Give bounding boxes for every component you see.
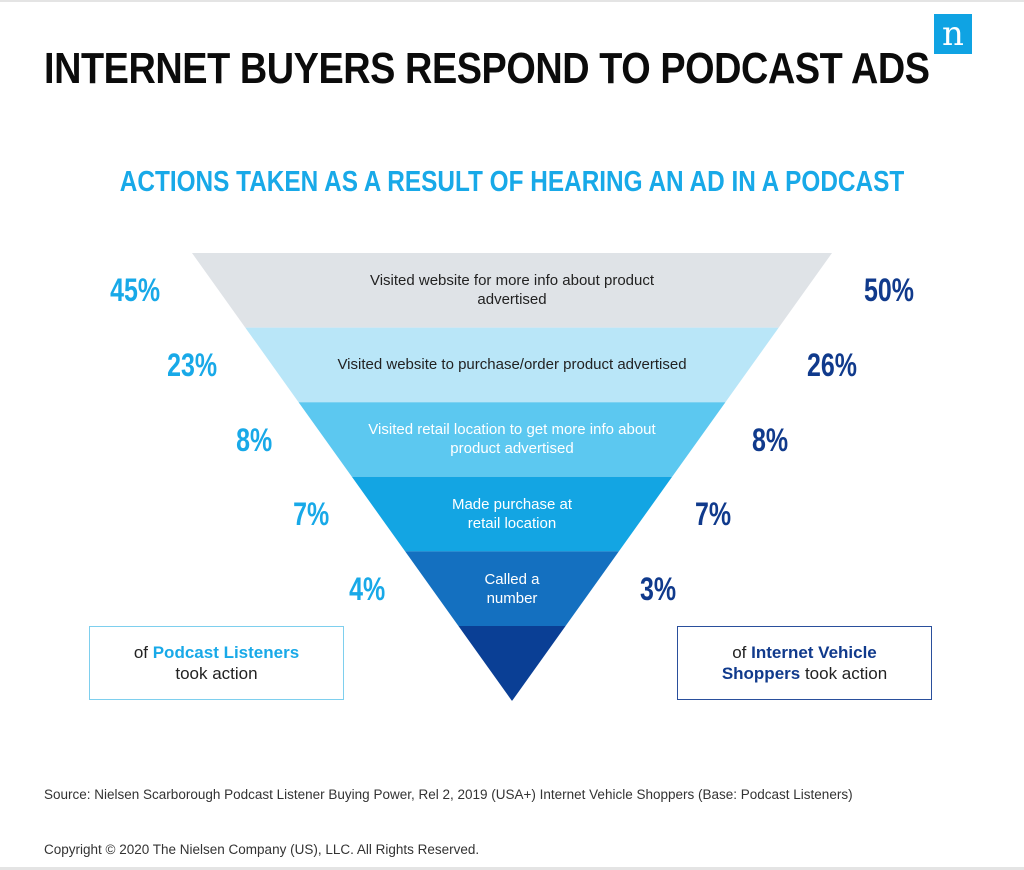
vehicle-shoppers-pct-4: 7% [695, 496, 732, 533]
funnel-band-label-1: Visited website for more info about prod… [369, 272, 655, 309]
bottom-divider [0, 867, 1024, 870]
source-note: Source: Nielsen Scarborough Podcast List… [44, 787, 853, 802]
funnel-band-label-wrap-2: Visited website to purchase/order produc… [337, 356, 687, 374]
copyright-note: Copyright © 2020 The Nielsen Company (US… [44, 842, 480, 857]
funnel-band-5 [405, 551, 619, 626]
podcast-listeners-pct-1: 45% [110, 272, 160, 309]
funnel-band-label-wrap-1: Visited website for more info about prod… [369, 272, 655, 309]
legend-left-prefix: of [133, 643, 153, 662]
legend-right-prefix: of [732, 643, 752, 662]
nielsen-logo: n [934, 14, 972, 54]
funnel-band-label-wrap-3: Visited retail location to get more info… [368, 421, 656, 458]
vehicle-shoppers-pct-2: 26% [807, 346, 857, 383]
funnel-band-label-wrap-4: Made purchase at retail location [451, 496, 573, 533]
vehicle-shoppers-pct-1: 50% [864, 272, 914, 309]
podcast-listeners-pct-5: 4% [348, 570, 385, 607]
funnel-band-3 [298, 402, 726, 477]
funnel-band-label-4: Made purchase at retail location [451, 496, 573, 533]
legend-left-suffix: took action [175, 664, 258, 683]
chart-title: ACTIONS TAKEN AS A RESULT OF HEARING AN … [119, 166, 905, 198]
legend-right-highlight-1: Internet Vehicle [751, 643, 877, 662]
podcast-listeners-pct-3: 8% [235, 421, 272, 458]
funnel-band-1 [192, 253, 832, 328]
funnel-band-label-5: Called a number [484, 570, 540, 607]
legend-right-highlight-2: Shoppers [721, 664, 801, 683]
funnel-band-label-3: Visited retail location to get more info… [368, 421, 656, 458]
podcast-listeners-pct-4: 7% [292, 496, 329, 533]
vehicle-shoppers-pct-5: 3% [640, 570, 677, 607]
legend-internet-vehicle-shoppers: of Internet Vehicle Shoppers took action [677, 626, 932, 700]
funnel-tip [458, 626, 566, 701]
podcast-listeners-pct-2: 23% [167, 346, 217, 383]
top-divider [0, 0, 1024, 2]
vehicle-shoppers-pct-3: 8% [752, 421, 789, 458]
legend-right-suffix: took action [800, 664, 888, 683]
funnel-band-2 [245, 327, 779, 403]
funnel-band-label-2: Visited website to purchase/order produc… [337, 356, 687, 374]
funnel-band-label-wrap-5: Called a number [484, 570, 540, 607]
legend-left-highlight: Podcast Listeners [152, 643, 300, 662]
funnel-band-4 [351, 476, 673, 552]
legend-podcast-listeners: of Podcast Listeners took action [89, 626, 344, 700]
page-title: INTERNET BUYERS RESPOND TO PODCAST ADS [44, 44, 930, 93]
